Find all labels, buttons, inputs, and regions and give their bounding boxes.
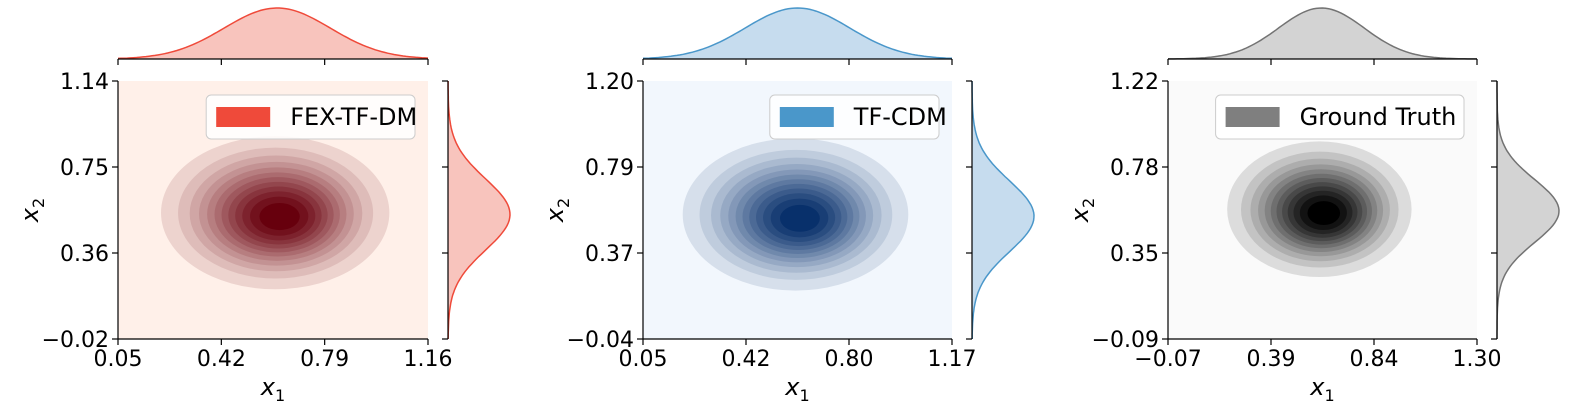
marginal-y-line [447,81,511,340]
marginal-y [1491,80,1560,340]
y-tick-label: 0.35 [1110,242,1159,267]
legend-label: Ground Truth [1300,103,1457,131]
marginal-x-fill [643,8,952,59]
legend-swatch [216,107,271,127]
legend-box [205,94,416,140]
x-tick-label: 0.05 [94,347,143,372]
x-tick-label: 1.17 [928,347,977,372]
x-tick-label: 0.80 [825,347,874,372]
x-axis-label: x1 [1309,373,1334,405]
marginal-x-fill [1168,8,1477,59]
x-tick-label: 0.42 [197,347,246,372]
y-tick-label: −0.04 [567,328,634,353]
marginal-y-fill [448,81,510,339]
x-tick-label: 0.05 [619,347,668,372]
marginal-x-line [1168,7,1477,60]
y-tick-label: 1.22 [1110,70,1159,95]
density-level-12 [1307,201,1341,226]
marginal-x-line [117,7,429,60]
y-axis-label-subscript: 2 [29,198,48,208]
density-contours [161,136,390,290]
y-tick-label: 1.14 [60,70,109,95]
legend-swatch [779,107,834,127]
marginal-x-fill [118,8,428,59]
legend-label: FEX-TF-DM [290,103,417,131]
density-level-12 [259,203,300,231]
x-tick-label: 1.16 [404,347,453,372]
density-contours [1227,141,1412,278]
x-axis-label-subscript: 1 [1325,386,1335,405]
x-tick-label: 0.42 [722,347,771,372]
marginal-x [1167,7,1478,65]
legend-swatch [1225,107,1280,127]
marginal-y [966,80,1035,340]
y-axis-label-subscript: 2 [554,198,573,208]
y-tick-label: −0.02 [42,328,109,353]
legend-label: TF-CDM [853,103,947,131]
x-tick-label: −0.07 [1134,347,1201,372]
x-tick-label: 1.30 [1453,347,1502,372]
x-axis-label-subscript: 1 [275,386,285,405]
y-axis-label-subscript: 2 [1079,198,1098,208]
x-axis-label-subscript: 1 [800,386,810,405]
legend: Ground Truth [1215,94,1465,140]
y-tick-label: 0.36 [60,242,109,267]
y-tick-label: 0.78 [1110,156,1159,181]
legend: FEX-TF-DM [205,94,417,140]
y-axis-label: x2 [1066,198,1098,223]
marginal-y-line [1496,81,1560,339]
panel-3: −0.07 0.39 0.84 1.30 −0.09 0.35 0.78 1.22 x1 x2 Gr… [1066,7,1560,405]
panel-1: 0.05 0.42 0.79 1.16 −0.02 0.36 0.75 1.14 x1 x2 FEX… [16,7,511,405]
x-tick-label: 0.84 [1350,347,1399,372]
marginal-y [442,80,511,340]
x-axis-label: x1 [784,373,809,405]
y-axis-label: x2 [541,198,573,223]
y-tick-label: 0.37 [585,242,634,267]
y-tick-label: 0.75 [60,156,109,181]
marginal-y-fill [1497,81,1559,339]
marginal-y-fill [972,81,1034,339]
marginal-x [117,7,429,65]
density-contours [682,138,909,291]
y-tick-label: −0.09 [1092,328,1159,353]
marginal-x [642,7,953,65]
x-tick-label: 0.39 [1247,347,1296,372]
legend-box [1215,94,1465,140]
y-tick-label: 1.20 [585,70,634,95]
legend-box [769,94,940,140]
y-tick-label: 0.79 [585,156,634,181]
panel-2: 0.05 0.42 0.80 1.17 −0.04 0.37 0.79 1.20 x1 x2 TF-… [541,7,1035,405]
density-level-12 [779,204,820,232]
marginal-x-line [642,7,953,60]
marginal-y-line [971,80,1035,339]
y-axis-label: x2 [16,198,48,223]
x-axis-label: x1 [260,373,285,405]
legend: TF-CDM [769,94,947,140]
x-tick-label: 0.79 [300,347,349,372]
